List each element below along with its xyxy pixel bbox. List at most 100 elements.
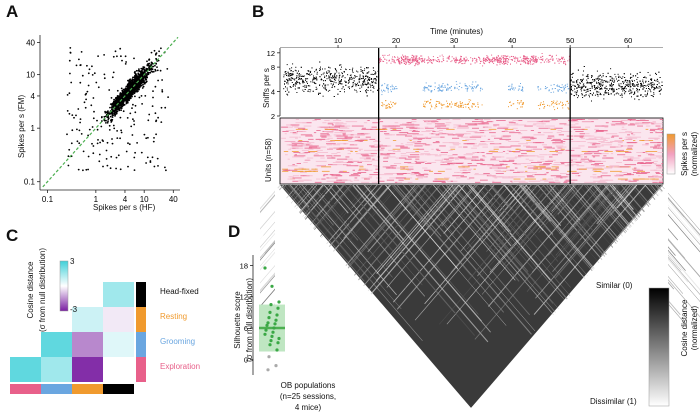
data-point: [113, 100, 116, 103]
unit-activity: [449, 142, 459, 144]
unit-activity: [547, 135, 555, 137]
unit-activity: [479, 130, 486, 131]
sniff-sample: [392, 105, 394, 107]
data-point: [103, 119, 106, 122]
sniff-sample: [639, 80, 641, 82]
sniff-sample: [313, 78, 315, 80]
data-point: [136, 87, 139, 90]
unit-activity: [650, 155, 662, 157]
sniff-sample: [382, 60, 384, 62]
data-point: [68, 112, 71, 115]
sniff-sample: [349, 77, 351, 79]
sniff-sample: [618, 75, 620, 77]
data-point: [110, 155, 113, 158]
sniff-sample: [362, 83, 364, 85]
sniff-sample: [618, 93, 620, 95]
data-point: [85, 98, 87, 101]
sniff-sample: [423, 105, 425, 107]
sniff-sample: [433, 59, 435, 60]
sniff-sample: [590, 82, 591, 84]
sniff-sample: [514, 56, 516, 58]
data-point: [71, 114, 74, 116]
data-point: [105, 158, 108, 160]
sniff-sample: [290, 74, 292, 76]
sniff-sample: [496, 57, 498, 58]
data-point: [86, 90, 89, 93]
data-point: [152, 90, 154, 92]
unit-activity: [621, 126, 625, 128]
sniff-sample: [391, 60, 393, 62]
unit-activity: [373, 165, 378, 167]
sniff-sample: [537, 57, 539, 59]
sniff-sample: [340, 80, 342, 82]
data-point: [106, 141, 109, 144]
sniff-sample: [495, 57, 497, 59]
sniff-sample: [375, 79, 377, 81]
sniff-sample: [634, 92, 635, 93]
data-point: [116, 89, 119, 92]
data-point: [67, 164, 70, 167]
unit-activity: [624, 164, 636, 166]
sniff-sample: [388, 54, 390, 56]
sniff-sample: [318, 94, 319, 95]
unit-activity: [601, 153, 609, 155]
data-point: [101, 139, 104, 142]
sniff-sample: [618, 79, 620, 81]
sniff-sample: [404, 55, 406, 57]
unit-activity: [436, 127, 449, 129]
data-point: [112, 55, 115, 58]
sniff-sample: [290, 78, 292, 80]
sniff-sample: [582, 74, 584, 76]
sniff-sample: [445, 106, 447, 108]
sniff-sample: [466, 89, 468, 91]
sniff-sample: [653, 96, 654, 98]
sniff-sample: [415, 56, 417, 58]
sniff-sample: [473, 86, 475, 88]
sniff-sample: [650, 82, 652, 84]
sniff-sample: [625, 84, 627, 86]
sniff-sample: [523, 55, 525, 57]
sniff-sample: [499, 61, 501, 63]
unit-activity: [298, 140, 303, 141]
sniff-sample: [538, 89, 540, 91]
sniff-sample: [583, 83, 585, 85]
sniff-sample: [570, 73, 572, 75]
unit-activity: [434, 159, 443, 161]
sniff-sample: [472, 86, 473, 88]
sniff-sample: [447, 106, 449, 108]
sniff-sample: [454, 61, 456, 63]
data-point: [158, 55, 161, 57]
sniff-sample: [338, 82, 340, 84]
sniff-sample: [417, 60, 418, 62]
sniff-sample: [316, 79, 318, 81]
sniff-sample: [621, 86, 623, 88]
unit-activity: [550, 128, 557, 130]
sniff-sample: [529, 59, 531, 61]
data-point: [133, 123, 136, 126]
sniff-sample: [496, 56, 497, 58]
data-point: [167, 96, 170, 98]
unit-activity: [334, 132, 347, 134]
sniff-sample: [551, 101, 553, 102]
unit-activity: [281, 126, 288, 128]
sniff-sample: [375, 82, 377, 84]
sniff-sample: [398, 61, 400, 62]
sniff-sample: [296, 82, 298, 83]
unit-activity: [472, 127, 479, 129]
unit-activity: [536, 125, 545, 127]
sniff-sample: [298, 75, 300, 77]
sniff-sample: [551, 58, 553, 60]
unit-activity: [456, 125, 460, 127]
unit-activity: [618, 132, 628, 134]
unit-activity: [655, 125, 661, 127]
unit-activity: [445, 162, 456, 163]
unit-activity: [504, 130, 508, 131]
sniff-sample: [405, 57, 407, 59]
unit-activity: [313, 155, 325, 157]
sniff-sample: [421, 59, 423, 61]
unit-activity: [399, 134, 407, 136]
data-point: [114, 115, 116, 117]
unit-activity: [484, 126, 492, 128]
unit-activity: [514, 156, 522, 158]
